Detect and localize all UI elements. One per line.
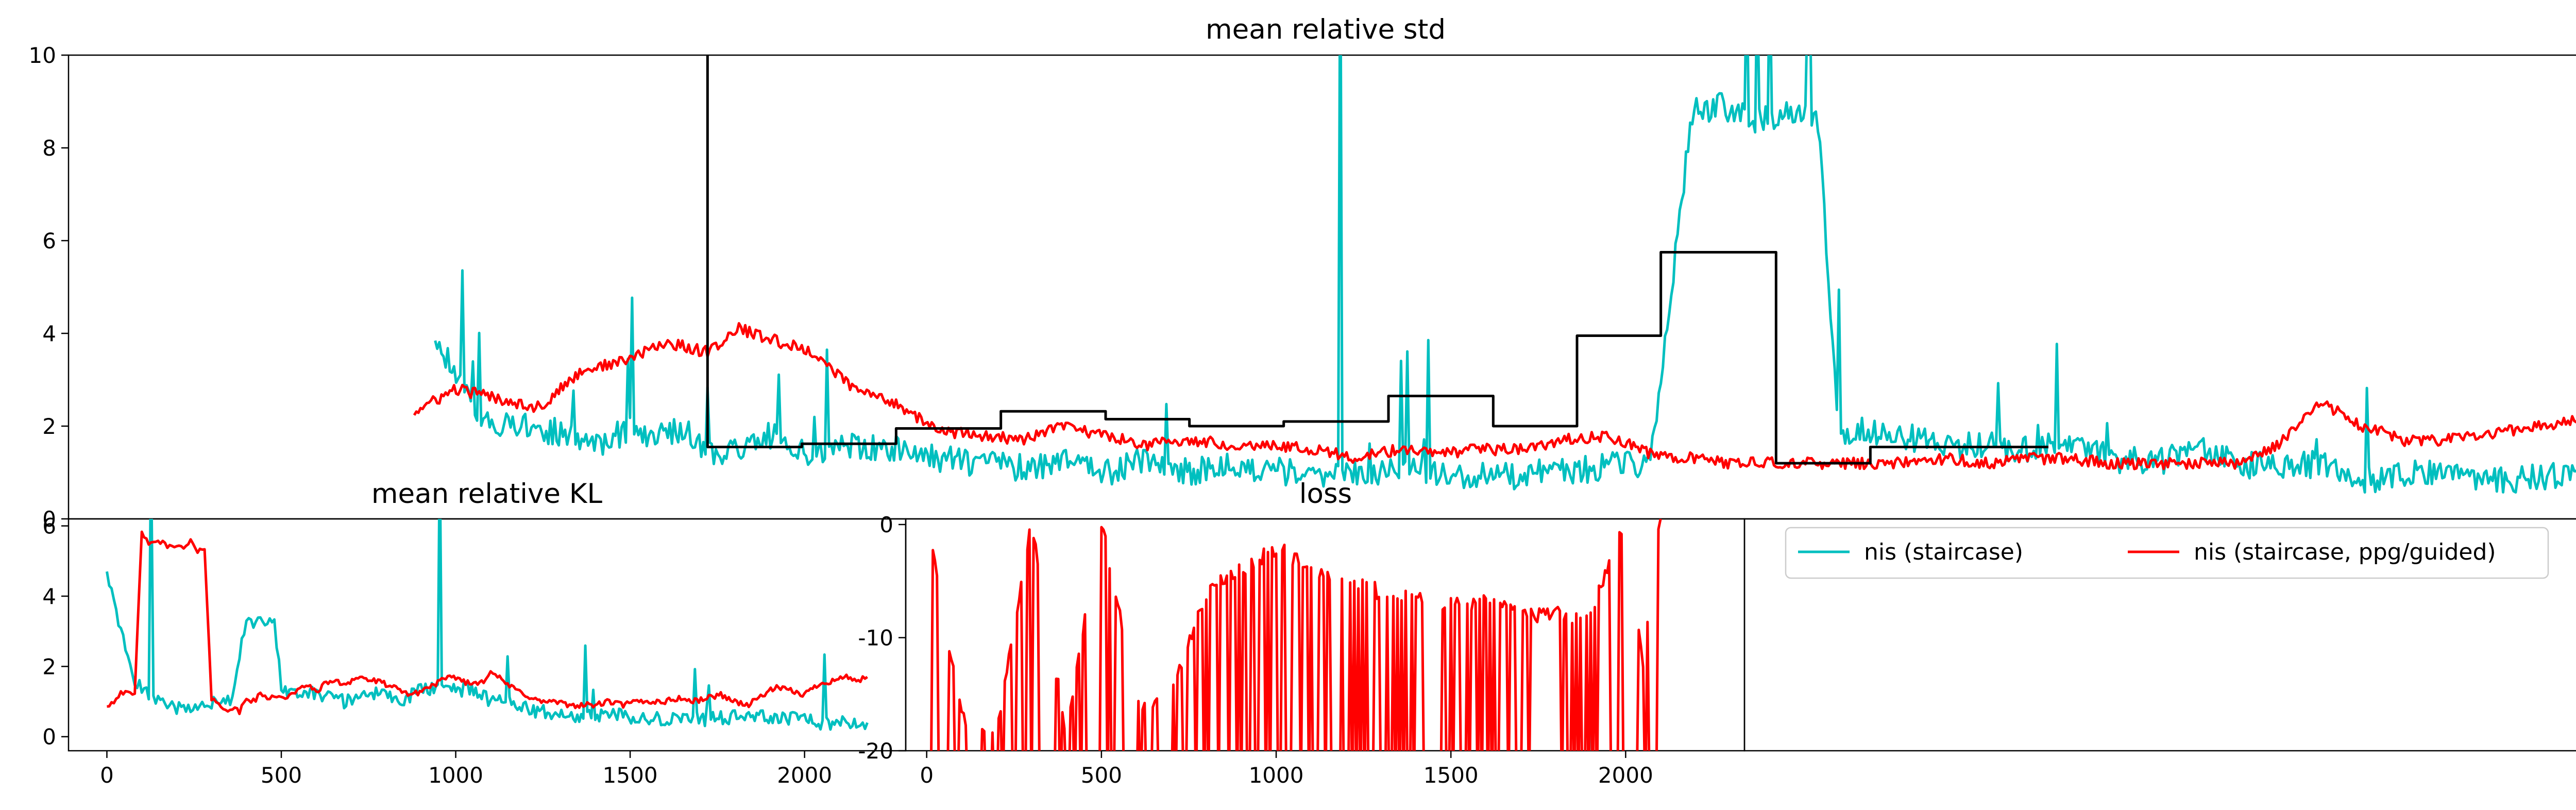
kl-lines [106,519,869,731]
std-ytick-label: 0 [42,507,56,532]
loss-xtick-label: 0 [920,763,934,788]
panel-legend: nis (staircase) nis (staircase, ppg/guid… [1743,518,2576,752]
loss-ytick-label: -20 [858,738,893,764]
std-ytick-label: 2 [42,414,56,439]
std-yticks: 0 2 4 6 8 10 [29,43,69,532]
legend-label-guided: nis (staircase, ppg/guided) [2194,539,2496,565]
axes-legend [1743,518,2576,752]
loss-xtick-label: 1500 [1423,763,1479,788]
loss-ytick-label: 0 [879,512,893,537]
loss-yticks: -20 -10 0 [858,512,906,764]
std-title: mean relative std [1206,14,1446,45]
loss-ytick-label: -10 [858,625,893,650]
kl-xtick-label: 1000 [428,763,483,788]
legend-label-staircase: nis (staircase) [1864,539,2023,565]
kl-title: mean relative KL [371,478,603,510]
loss-title: loss [1299,478,1352,510]
kl-ytick-label: 0 [42,724,56,750]
panel-std: mean relative std 0 2 4 6 8 10 [29,14,2576,532]
std-ytick-label: 10 [29,43,56,68]
kl-xtick-label: 0 [100,763,114,788]
loss-xtick-label: 1000 [1249,763,1304,788]
std-ytick-label: 8 [42,136,56,161]
loss-series-1-line [930,519,1662,751]
kl-ytick-label: 6 [42,514,56,539]
loss-xticks: 0 500 1000 1500 2000 [920,751,1653,788]
std-series-0-line [434,55,2576,494]
std-series-1-line [413,322,2576,470]
kl-xtick-label: 2000 [777,763,832,788]
kl-xticks: 0 500 1000 1500 2000 [100,751,832,788]
loss-xtick-label: 2000 [1598,763,1653,788]
loss-xtick-label: 500 [1081,763,1122,788]
kl-yticks: 0 2 4 6 [42,514,69,750]
std-ytick-label: 4 [42,321,56,346]
std-series-2-line [706,55,2048,465]
kl-series-0-line [106,519,869,731]
kl-xtick-label: 500 [261,763,302,788]
kl-xtick-label: 1500 [603,763,658,788]
kl-series-1-line [107,530,868,715]
legend: nis (staircase) nis (staircase, ppg/guid… [1785,527,2549,579]
kl-ytick-label: 4 [42,584,56,609]
kl-ytick-label: 2 [42,654,56,679]
std-lines [413,55,2576,494]
loss-lines [930,519,1662,751]
std-ytick-label: 6 [42,228,56,254]
